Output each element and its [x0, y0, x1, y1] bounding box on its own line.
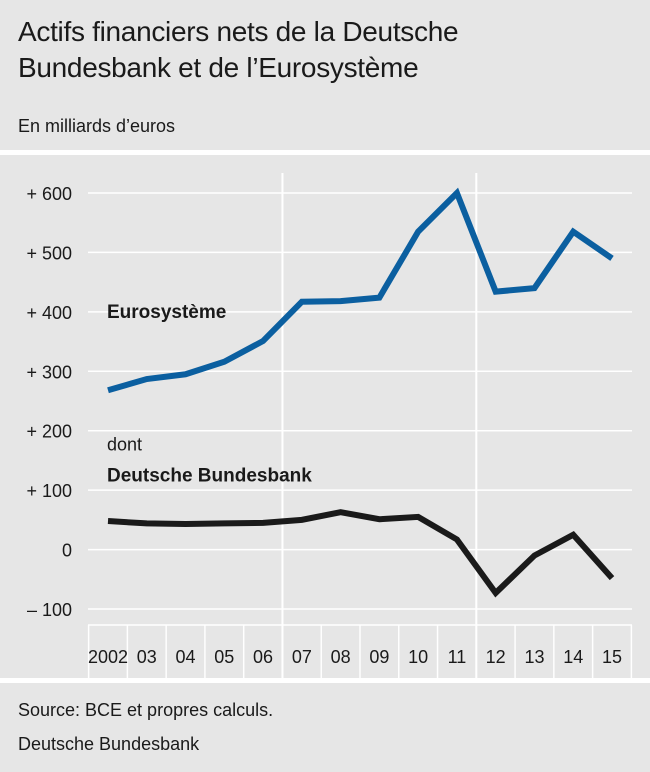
line-chart: + 600 + 500 + 400 + 300 + 200 + 100 0 – 100 200…: [26, 173, 633, 678]
x-tick-label: 09: [369, 647, 389, 667]
x-tick-label: 15: [602, 647, 622, 667]
y-axis: + 600 + 500 + 400 + 300 + 200 + 100 0 – 100: [26, 184, 72, 620]
x-tick-label: 12: [486, 647, 506, 667]
y-tick-label: + 600: [26, 184, 72, 204]
y-tick-label: + 300: [26, 362, 72, 382]
series-labels: Eurosystème dont Deutsche Bundesbank: [107, 302, 312, 487]
top-divider: [0, 150, 650, 155]
series-label-bundesbank: Deutsche Bundesbank: [107, 465, 312, 486]
x-tick-label: 05: [214, 647, 234, 667]
series-label-eurosysteme: Eurosystème: [107, 302, 226, 323]
y-tick-label: + 200: [26, 422, 72, 442]
series-line-bundesbank: [107, 509, 615, 598]
chart-subtitle: En milliards d’euros: [18, 116, 176, 136]
x-tick-label: 2002: [88, 647, 128, 667]
bottom-divider: [0, 678, 650, 683]
y-tick-label: 0: [62, 541, 72, 561]
y-tick-label: – 100: [27, 600, 72, 620]
chart-title-line1: Actifs financiers nets de la Deutsche: [18, 16, 459, 47]
x-tick-label: 03: [137, 647, 157, 667]
y-tick-label: + 500: [26, 243, 72, 263]
chart-title: Actifs financiers nets de la Deutsche Bu…: [18, 14, 638, 86]
grid: [88, 173, 632, 678]
x-tick-label: 07: [292, 647, 312, 667]
x-axis: 2002 03 04 05 06 07 08 09 10 11 12 13 14 15: [87, 624, 633, 678]
y-tick-label: + 400: [26, 303, 72, 323]
series-label-prefix-dont: dont: [107, 435, 142, 455]
series-line-eurosysteme: [107, 187, 614, 394]
plot-area: + 600 + 500 + 400 + 300 + 200 + 100 0 – 100 200…: [0, 155, 650, 678]
series-lines: [107, 187, 615, 598]
x-tick-label: 11: [448, 647, 467, 667]
source-note: Source: BCE et propres calculs.: [18, 700, 274, 720]
x-tick-label: 10: [408, 647, 428, 667]
x-tick-label: 13: [524, 647, 544, 667]
publisher-note: Deutsche Bundesbank: [18, 734, 200, 754]
x-tick-label: 14: [563, 647, 583, 667]
y-tick-label: + 100: [26, 481, 72, 501]
x-tick-label: 06: [253, 647, 273, 667]
x-tick-label: 04: [176, 647, 196, 667]
x-tick-label: 08: [331, 647, 351, 667]
chart-title-line2: Bundesbank et de l’Eurosystème: [18, 52, 419, 83]
